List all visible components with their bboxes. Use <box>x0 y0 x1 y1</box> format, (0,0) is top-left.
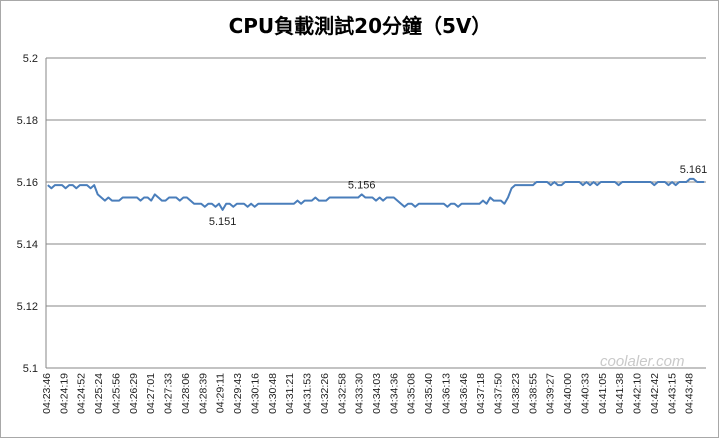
data-label: 5.156 <box>348 179 376 191</box>
x-tick-label: 04:28:06 <box>180 373 192 414</box>
x-tick-label: 04:29:11 <box>215 373 227 413</box>
x-tick-label: 04:25:24 <box>93 373 105 414</box>
x-tick-label: 04:36:13 <box>441 373 453 414</box>
series-line <box>47 177 705 211</box>
x-tick-label: 04:37:50 <box>493 373 505 414</box>
x-tick-label: 04:39:27 <box>545 373 557 414</box>
x-tick-label: 04:42:42 <box>649 373 661 414</box>
x-tick-label: 04:24:52 <box>76 373 88 414</box>
x-tick-label: 04:28:39 <box>197 373 209 414</box>
x-tick-label: 04:43:15 <box>666 373 678 414</box>
data-label: 5.151 <box>209 216 237 228</box>
y-tick-label: 5.18 <box>17 115 38 127</box>
x-tick-label: 04:40:33 <box>579 373 591 414</box>
x-tick-label: 04:35:40 <box>423 373 435 414</box>
x-tick-label: 04:27:01 <box>145 373 157 414</box>
x-tick-label: 04:42:10 <box>632 373 644 414</box>
watermark-text: coolaler.com <box>600 353 684 370</box>
x-tick-label: 04:43:48 <box>684 373 696 414</box>
x-tick-label: 04:35:08 <box>406 373 418 414</box>
chart-title: CPU負載測試20分鐘（5V） <box>229 14 492 38</box>
x-tick-label: 04:40:00 <box>562 373 574 414</box>
x-tick-label: 04:32:58 <box>336 373 348 414</box>
x-tick-label: 04:26:29 <box>128 373 140 414</box>
y-tick-label: 5.14 <box>17 239 38 251</box>
x-tick-label: 04:36:46 <box>458 373 470 414</box>
x-tick-label: 04:31:53 <box>302 373 314 414</box>
y-tick-label: 5.12 <box>17 301 38 313</box>
x-tick-label: 04:32:26 <box>319 373 331 414</box>
x-tick-label: 04:29:43 <box>232 373 244 414</box>
gridlines <box>45 57 706 369</box>
x-tick-label: 04:41:05 <box>597 373 609 414</box>
y-tick-label: 5.16 <box>17 177 38 189</box>
x-tick-label: 04:34:03 <box>371 373 383 414</box>
x-tick-label: 04:30:16 <box>249 373 261 414</box>
y-axis-ticks: 5.1 5.12 5.14 5.16 5.18 5.2 <box>17 53 38 375</box>
data-label: 5.161 <box>680 164 708 176</box>
x-axis-ticks: 04:23:46 04:24:19 04:24:52 04:25:24 04:25:56… <box>41 373 696 414</box>
plot-series <box>47 177 705 211</box>
x-tick-label: 04:23:46 <box>41 373 53 414</box>
x-tick-label: 04:31:21 <box>284 373 296 414</box>
y-tick-label: 5.1 <box>23 363 38 375</box>
x-tick-label: 04:24:19 <box>58 373 70 414</box>
x-tick-label: 04:25:56 <box>111 373 123 414</box>
x-tick-label: 04:38:23 <box>510 373 522 414</box>
x-tick-label: 04:33:30 <box>354 373 366 414</box>
x-tick-label: 04:38:55 <box>527 373 539 414</box>
x-tick-label: 04:27:33 <box>163 373 175 414</box>
x-tick-label: 04:34:36 <box>388 373 400 414</box>
x-tick-label: 04:30:48 <box>267 373 279 414</box>
x-tick-label: 04:37:18 <box>475 373 487 414</box>
x-tick-label: 04:41:38 <box>614 373 626 414</box>
y-tick-label: 5.2 <box>23 53 38 65</box>
data-annotations: 5.151 5.156 5.161 <box>209 164 707 228</box>
